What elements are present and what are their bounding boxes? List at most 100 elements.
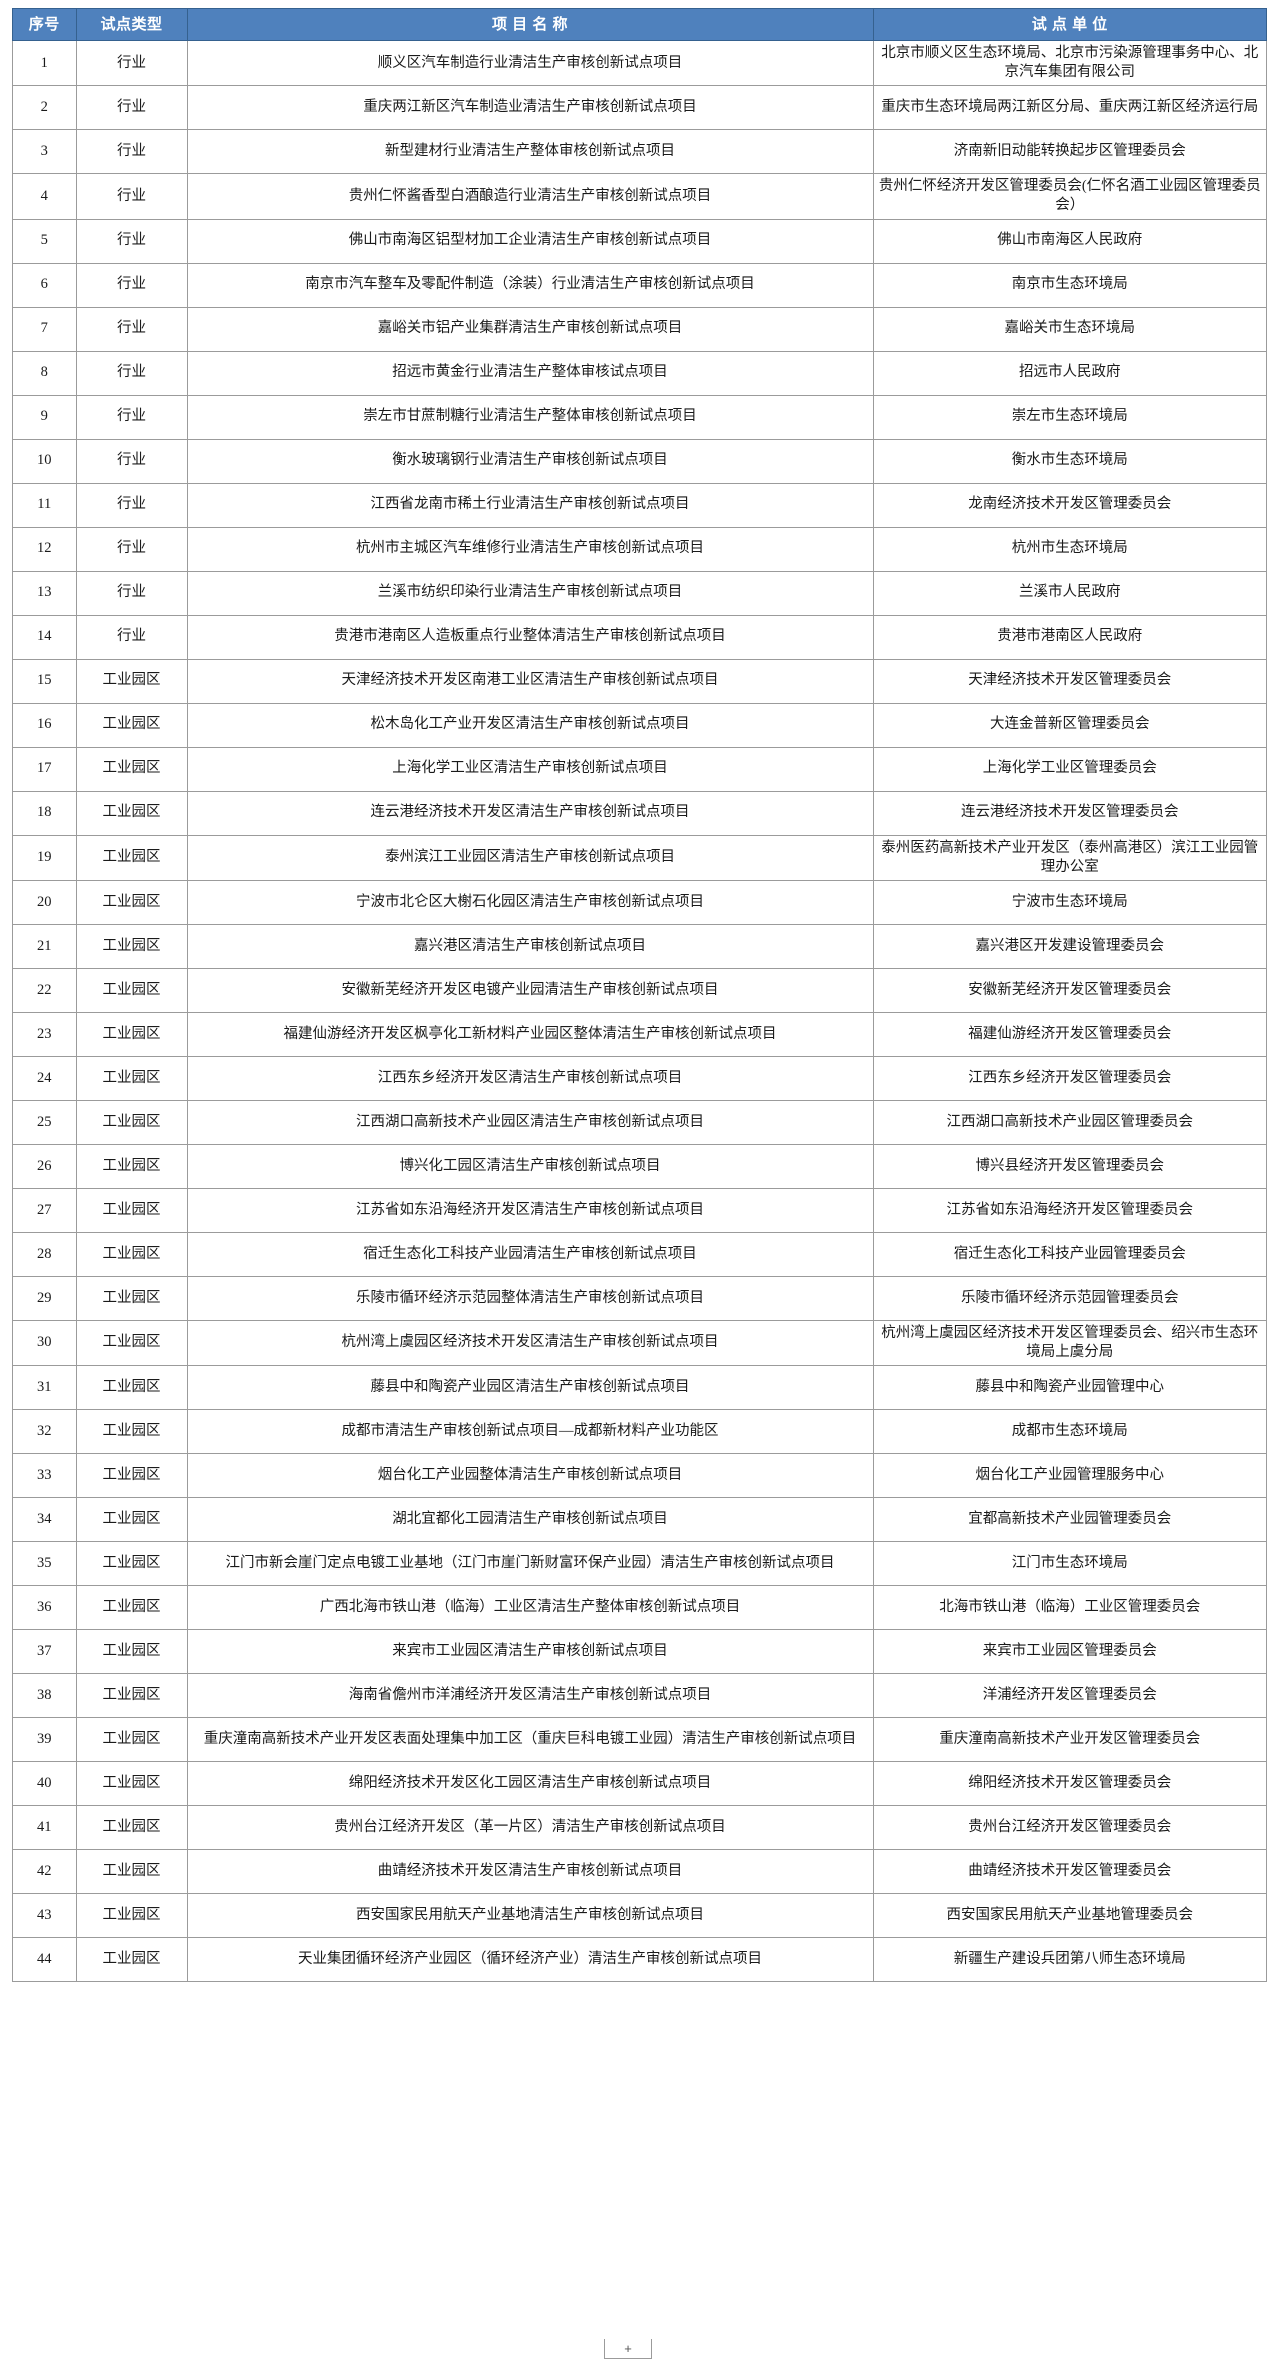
cell-name[interactable]: 上海化学工业区清洁生产审核创新试点项目: [186, 746, 874, 792]
cell-seq[interactable]: 42: [12, 1849, 77, 1894]
cell-type[interactable]: 工业园区: [75, 1805, 188, 1850]
cell-seq[interactable]: 27: [12, 1187, 77, 1233]
cell-name[interactable]: 重庆两江新区汽车制造业清洁生产审核创新试点项目: [186, 85, 874, 131]
cell-type[interactable]: 工业园区: [75, 1893, 188, 1938]
cell-seq[interactable]: 3: [12, 129, 77, 175]
cell-name[interactable]: 招远市黄金行业清洁生产整体审核试点项目: [186, 350, 874, 396]
cell-unit[interactable]: 江门市生态环境局: [872, 1541, 1268, 1586]
cell-name[interactable]: 佛山市南海区铝型材加工企业清洁生产审核创新试点项目: [186, 218, 874, 264]
cell-seq[interactable]: 34: [12, 1497, 77, 1542]
cell-unit[interactable]: 博兴县经济开发区管理委员会: [872, 1143, 1268, 1189]
cell-type[interactable]: 工业园区: [75, 1365, 188, 1410]
cell-name[interactable]: 嘉兴港区清洁生产审核创新试点项目: [186, 923, 874, 969]
cell-seq[interactable]: 5: [12, 218, 77, 264]
cell-name[interactable]: 顺义区汽车制造行业清洁生产审核创新试点项目: [186, 39, 874, 87]
cell-seq[interactable]: 39: [12, 1717, 77, 1762]
cell-type[interactable]: 行业: [75, 262, 188, 308]
cell-seq[interactable]: 7: [12, 306, 77, 352]
cell-name[interactable]: 广西北海市铁山港（临海）工业区清洁生产整体审核创新试点项目: [186, 1585, 874, 1630]
column-header-seq[interactable]: 序号: [12, 8, 77, 41]
cell-seq[interactable]: 8: [12, 350, 77, 396]
table-row[interactable]: 30 工业园区 杭州湾上虞园区经济技术开发区清洁生产审核创新试点项目 杭州湾上虞园区经…: [12, 1319, 1268, 1367]
cell-seq[interactable]: 21: [12, 923, 77, 969]
cell-name[interactable]: 贵州仁怀酱香型白酒酿造行业清洁生产审核创新试点项目: [186, 173, 874, 220]
cell-seq[interactable]: 38: [12, 1673, 77, 1718]
table-row[interactable]: 4 行业 贵州仁怀酱香型白酒酿造行业清洁生产审核创新试点项目 贵州仁怀经济开发区管理委…: [12, 173, 1268, 220]
cell-unit[interactable]: 嘉兴港区开发建设管理委员会: [872, 923, 1268, 969]
cell-type[interactable]: 工业园区: [75, 923, 188, 969]
table-row[interactable]: 15 工业园区 天津经济技术开发区南港工业区清洁生产审核创新试点项目 天津经济技术开发…: [12, 658, 1268, 704]
cell-type[interactable]: 行业: [75, 570, 188, 616]
cell-seq[interactable]: 26: [12, 1143, 77, 1189]
cell-unit[interactable]: 北海市铁山港（临海）工业区管理委员会: [872, 1585, 1268, 1630]
table-row[interactable]: 34 工业园区 湖北宜都化工园清洁生产审核创新试点项目 宜都高新技术产业园管理委员会: [12, 1497, 1268, 1542]
cell-type[interactable]: 行业: [75, 173, 188, 220]
cell-type[interactable]: 工业园区: [75, 1629, 188, 1674]
table-row[interactable]: 37 工业园区 来宾市工业园区清洁生产审核创新试点项目 来宾市工业园区管理委员会: [12, 1629, 1268, 1674]
cell-seq[interactable]: 40: [12, 1761, 77, 1806]
table-row[interactable]: 1 行业 顺义区汽车制造行业清洁生产审核创新试点项目 北京市顺义区生态环境局、北京市污…: [12, 39, 1268, 87]
cell-seq[interactable]: 6: [12, 262, 77, 308]
cell-unit[interactable]: 重庆市生态环境局两江新区分局、重庆两江新区经济运行局: [872, 85, 1268, 131]
table-row[interactable]: 42 工业园区 曲靖经济技术开发区清洁生产审核创新试点项目 曲靖经济技术开发区管理委员…: [12, 1849, 1268, 1894]
cell-type[interactable]: 工业园区: [75, 1497, 188, 1542]
table-row[interactable]: 24 工业园区 江西东乡经济开发区清洁生产审核创新试点项目 江西东乡经济开发区管理委员…: [12, 1055, 1268, 1101]
cell-unit[interactable]: 安徽新芜经济开发区管理委员会: [872, 967, 1268, 1013]
cell-seq[interactable]: 15: [12, 658, 77, 704]
cell-type[interactable]: 工业园区: [75, 1409, 188, 1454]
cell-seq[interactable]: 1: [12, 39, 77, 87]
cell-seq[interactable]: 22: [12, 967, 77, 1013]
table-row[interactable]: 5 行业 佛山市南海区铝型材加工企业清洁生产审核创新试点项目 佛山市南海区人民政府: [12, 218, 1268, 264]
table-row[interactable]: 17 工业园区 上海化学工业区清洁生产审核创新试点项目 上海化学工业区管理委员会: [12, 746, 1268, 792]
cell-type[interactable]: 行业: [75, 39, 188, 87]
table-row[interactable]: 18 工业园区 连云港经济技术开发区清洁生产审核创新试点项目 连云港经济技术开发区管理…: [12, 790, 1268, 836]
cell-unit[interactable]: 江苏省如东沿海经济开发区管理委员会: [872, 1187, 1268, 1233]
cell-name[interactable]: 安徽新芜经济开发区电镀产业园清洁生产审核创新试点项目: [186, 967, 874, 1013]
cell-type[interactable]: 工业园区: [75, 1011, 188, 1057]
table-row[interactable]: 19 工业园区 泰州滨江工业园区清洁生产审核创新试点项目 泰州医药高新技术产业开发区（…: [12, 834, 1268, 881]
cell-type[interactable]: 工业园区: [75, 1585, 188, 1630]
cell-name[interactable]: 福建仙游经济开发区枫亭化工新材料产业园区整体清洁生产审核创新试点项目: [186, 1011, 874, 1057]
cell-type[interactable]: 工业园区: [75, 746, 188, 792]
cell-seq[interactable]: 4: [12, 173, 77, 220]
cell-name[interactable]: 连云港经济技术开发区清洁生产审核创新试点项目: [186, 790, 874, 836]
cell-type[interactable]: 工业园区: [75, 1937, 188, 1982]
cell-unit[interactable]: 曲靖经济技术开发区管理委员会: [872, 1849, 1268, 1894]
cell-seq[interactable]: 23: [12, 1011, 77, 1057]
cell-name[interactable]: 海南省儋州市洋浦经济开发区清洁生产审核创新试点项目: [186, 1673, 874, 1718]
cell-type[interactable]: 行业: [75, 614, 188, 660]
cell-seq[interactable]: 33: [12, 1453, 77, 1498]
cell-unit[interactable]: 上海化学工业区管理委员会: [872, 746, 1268, 792]
table-row[interactable]: 40 工业园区 绵阳经济技术开发区化工园区清洁生产审核创新试点项目 绵阳经济技术开发区…: [12, 1761, 1268, 1806]
table-row[interactable]: 16 工业园区 松木岛化工产业开发区清洁生产审核创新试点项目 大连金普新区管理委员会: [12, 702, 1268, 748]
table-row[interactable]: 27 工业园区 江苏省如东沿海经济开发区清洁生产审核创新试点项目 江苏省如东沿海经济开…: [12, 1187, 1268, 1233]
table-row[interactable]: 20 工业园区 宁波市北仑区大榭石化园区清洁生产审核创新试点项目 宁波市生态环境局: [12, 879, 1268, 925]
cell-name[interactable]: 松木岛化工产业开发区清洁生产审核创新试点项目: [186, 702, 874, 748]
cell-unit[interactable]: 南京市生态环境局: [872, 262, 1268, 308]
cell-name[interactable]: 绵阳经济技术开发区化工园区清洁生产审核创新试点项目: [186, 1761, 874, 1806]
cell-seq[interactable]: 29: [12, 1275, 77, 1321]
cell-name[interactable]: 藤县中和陶瓷产业园区清洁生产审核创新试点项目: [186, 1365, 874, 1410]
cell-type[interactable]: 行业: [75, 482, 188, 528]
cell-unit[interactable]: 宜都高新技术产业园管理委员会: [872, 1497, 1268, 1542]
cell-seq[interactable]: 37: [12, 1629, 77, 1674]
cell-unit[interactable]: 宁波市生态环境局: [872, 879, 1268, 925]
cell-unit[interactable]: 济南新旧动能转换起步区管理委员会: [872, 129, 1268, 175]
cell-unit[interactable]: 嘉峪关市生态环境局: [872, 306, 1268, 352]
table-row[interactable]: 2 行业 重庆两江新区汽车制造业清洁生产审核创新试点项目 重庆市生态环境局两江新区分局…: [12, 85, 1268, 131]
cell-unit[interactable]: 衡水市生态环境局: [872, 438, 1268, 484]
cell-type[interactable]: 工业园区: [75, 1231, 188, 1277]
cell-name[interactable]: 江门市新会崖门定点电镀工业基地（江门市崖门新财富环保产业园）清洁生产审核创新试点…: [186, 1541, 874, 1586]
column-header-type[interactable]: 试点类型: [75, 8, 188, 41]
table-row[interactable]: 11 行业 江西省龙南市稀土行业清洁生产审核创新试点项目 龙南经济技术开发区管理委员会: [12, 482, 1268, 528]
cell-type[interactable]: 工业园区: [75, 834, 188, 881]
column-header-pilot-unit[interactable]: 试 点 单 位: [872, 8, 1268, 41]
cell-type[interactable]: 行业: [75, 85, 188, 131]
cell-seq[interactable]: 18: [12, 790, 77, 836]
cell-unit[interactable]: 兰溪市人民政府: [872, 570, 1268, 616]
table-row[interactable]: 43 工业园区 西安国家民用航天产业基地清洁生产审核创新试点项目 西安国家民用航天产业…: [12, 1893, 1268, 1938]
table-row[interactable]: 33 工业园区 烟台化工产业园整体清洁生产审核创新试点项目 烟台化工产业园管理服务中心: [12, 1453, 1268, 1498]
cell-name[interactable]: 来宾市工业园区清洁生产审核创新试点项目: [186, 1629, 874, 1674]
cell-unit[interactable]: 杭州湾上虞园区经济技术开发区管理委员会、绍兴市生态环境局上虞分局: [872, 1319, 1268, 1367]
cell-unit[interactable]: 新疆生产建设兵团第八师生态环境局: [872, 1937, 1268, 1982]
